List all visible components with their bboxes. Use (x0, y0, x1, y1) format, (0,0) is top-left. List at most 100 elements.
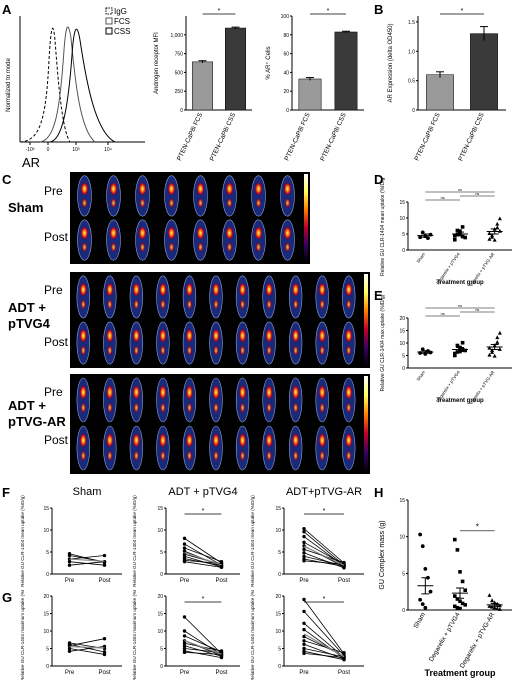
uptake-hotspot (238, 432, 247, 448)
data-point (458, 570, 462, 574)
significance-label: * (461, 8, 464, 15)
uptake-hotspot (160, 345, 166, 356)
data-point (463, 235, 467, 240)
data-point (487, 345, 492, 350)
uptake-hotspot (319, 402, 325, 414)
uptake-hotspot (238, 384, 247, 400)
data-point (463, 348, 467, 353)
data-point (463, 588, 467, 592)
uptake-hotspot (110, 197, 117, 209)
y-tick-label: 15 (157, 612, 163, 618)
xtick: 10³ (72, 147, 80, 153)
y-tick-label: 5 (46, 647, 49, 653)
data-point (182, 536, 187, 541)
category-label: PTEN-CaP8i FCS (176, 111, 205, 162)
uptake-hotspot (159, 282, 167, 297)
uptake-hotspot (185, 328, 194, 344)
y-tick-label: 1,000 (170, 33, 183, 39)
series-line (184, 651, 222, 655)
y-tick-label: 5 (278, 647, 281, 653)
uptake-hotspot (79, 384, 87, 400)
category-label: PTEN-CaP8i FCS (413, 111, 442, 162)
data-point (418, 532, 423, 537)
uptake-hotspot (345, 282, 353, 297)
pet-row-label-post: Post (44, 335, 69, 349)
xtick: 0 (47, 147, 50, 153)
uptake-hotspot (185, 282, 194, 297)
data-point (182, 650, 187, 655)
mouse-body (235, 275, 250, 319)
significance-label: ns (441, 196, 445, 200)
series-line (303, 528, 345, 564)
igg-curve (19, 27, 71, 143)
histogram-ylabel: Normalized to mode (6, 57, 12, 111)
css-curve (49, 28, 116, 143)
y-tick-label: 15 (275, 612, 281, 618)
uptake-hotspot (318, 384, 326, 400)
y-tick-label: 5 (46, 550, 49, 556)
mean-line (303, 545, 345, 566)
y-tick-label: 15 (43, 612, 49, 618)
uptake-hotspot (238, 328, 247, 344)
data-point (420, 544, 425, 549)
y-tick-label: 0 (402, 608, 405, 614)
data-point (497, 330, 502, 335)
y-tick-label: 20 (157, 594, 163, 600)
data-point (67, 553, 72, 558)
uptake-hotspot (186, 345, 193, 356)
uptake-hotspot (266, 402, 272, 414)
y-tick-label: 5 (278, 550, 281, 556)
significance-label: * (202, 596, 205, 603)
uptake-hotspot (79, 328, 87, 344)
pet-row-label-pre: Pre (44, 385, 63, 399)
data-point (102, 637, 107, 641)
y-tick-label: 60 (283, 52, 289, 58)
data-point (490, 235, 495, 239)
category-label: PTEN-CaP8i CSS (319, 111, 348, 162)
y-tick-label: 5 (402, 571, 405, 577)
uptake-hotspot (283, 225, 292, 241)
uptake-hotspot (265, 328, 273, 344)
legend-css: CSS (114, 27, 130, 36)
y-tick-label: 0 (160, 664, 163, 670)
data-point (455, 597, 460, 601)
data-point (453, 234, 457, 238)
series-line (303, 648, 345, 658)
series-line (69, 638, 105, 647)
uptake-hotspot (239, 299, 246, 310)
data-point (495, 225, 500, 230)
series-line (303, 622, 345, 658)
uptake-hotspot (291, 384, 300, 400)
uptake-hotspot (255, 242, 262, 253)
y-tick-label: 1.0 (408, 49, 415, 55)
data-point (420, 230, 425, 235)
series-line (303, 640, 345, 654)
pet-group-label-sham: Sham (8, 200, 44, 215)
series-line (184, 547, 222, 563)
uptake-hotspot (186, 299, 193, 310)
uptake-hotspot (291, 328, 300, 344)
uptake-hotspot (138, 181, 147, 196)
data-point (67, 646, 72, 651)
uptake-hotspot (346, 345, 352, 356)
category-label: Sham (415, 369, 426, 382)
chart-title: ADT+pTVG-AR (286, 486, 362, 498)
uptake-hotspot (132, 328, 141, 344)
uptake-hotspot (133, 402, 140, 414)
panel-label-d: D (374, 172, 384, 187)
y-tick-label: 10 (399, 341, 405, 347)
data-point (420, 347, 425, 352)
data-point (182, 559, 187, 564)
uptake-hotspot (139, 242, 146, 253)
data-point (67, 559, 72, 564)
uptake-hotspot (345, 328, 353, 344)
uptake-hotspot (255, 197, 262, 209)
uptake-hotspot (213, 345, 219, 356)
uptake-hotspot (197, 197, 204, 209)
y-tick-label: 15 (43, 506, 49, 512)
x-tick-label: Pre (299, 578, 309, 584)
significance-label: * (323, 596, 326, 603)
mouse-body (209, 275, 223, 319)
uptake-hotspot (79, 282, 87, 297)
y-tick-label: 10 (275, 528, 281, 534)
